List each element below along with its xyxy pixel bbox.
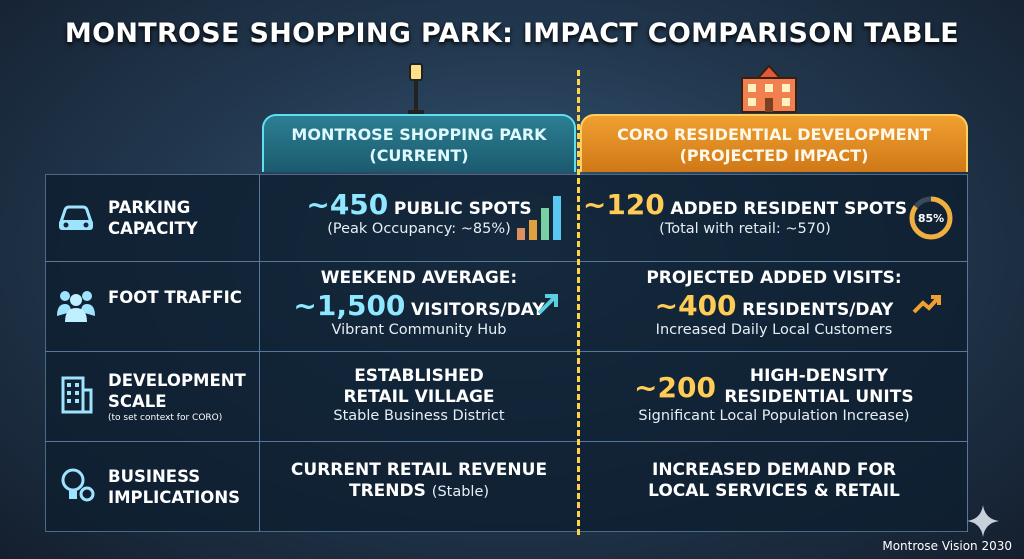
row-label-group: DEVELOPMENT SCALE (to set context for CO…: [108, 370, 258, 425]
cell-note: (Stable): [431, 484, 490, 500]
car-icon: [58, 205, 94, 230]
cell-heading: INCREASED DEMAND FOR LOCAL SERVICES & RE…: [648, 460, 900, 501]
ring-arc: [909, 196, 953, 240]
people-icon: [57, 291, 95, 322]
cell-heading-group: CURRENT RETAIL REVENUE TRENDS (Stable): [284, 460, 554, 503]
trend-icon: [912, 295, 941, 314]
column-divider: [259, 174, 260, 532]
figure: ~120: [582, 188, 665, 221]
cell-heading: PROJECTED ADDED VISITS:: [646, 268, 902, 288]
page-title: MONTROSE SHOPPING PARK: IMPACT COMPARISO…: [64, 18, 960, 49]
row-label: PARKING CAPACITY: [108, 198, 198, 238]
cell: CURRENT RETAIL REVENUE TRENDS (Stable): [262, 460, 576, 503]
cell-note: Significant Local Population Increase): [638, 408, 910, 424]
cell-note: Increased Daily Local Customers: [655, 322, 893, 338]
office-icon: [61, 376, 93, 414]
column-header: MONTROSE SHOPPING PARK (CURRENT): [262, 114, 576, 172]
column-divider: [967, 174, 968, 532]
dashed-divider: [577, 70, 580, 535]
cell: PROJECTED ADDED VISITS: ~400 RESIDENTS/D…: [580, 268, 968, 338]
row-divider: [45, 261, 968, 262]
ring-chart: 85%: [909, 196, 953, 240]
table-body: [45, 174, 968, 532]
cell-text: HIGH-DENSITY RESIDENTIAL UNITS: [724, 366, 914, 407]
column-header: CORO RESIDENTIAL DEVELOPMENT (PROJECTED …: [580, 114, 968, 172]
figure: ~1,500: [293, 289, 406, 322]
row-label: BUSINESS IMPLICATIONS: [108, 467, 241, 507]
row-label: FOOT TRAFFIC: [108, 288, 242, 307]
column-title: MONTROSE SHOPPING PARK: [291, 125, 547, 144]
cell: ESTABLISHED RETAIL VILLAGE Stable Busine…: [262, 366, 576, 424]
cell-heading: CURRENT RETAIL REVENUE TRENDS: [290, 460, 548, 501]
row-label: DEVELOPMENT SCALE: [108, 371, 246, 411]
idea-icon: [61, 468, 95, 502]
cell: ~120 ADDED RESIDENT SPOTS (Total with re…: [580, 188, 910, 237]
cell-text: RESIDENTS/DAY: [742, 300, 894, 320]
row-sublabel: (to set context for CORO): [108, 413, 223, 423]
footer: Montrose Vision 2030: [882, 539, 1012, 553]
cell: ~200 HIGH-DENSITY RESIDENTIAL UNITS Sign…: [580, 366, 968, 424]
cell: INCREASED DEMAND FOR LOCAL SERVICES & RE…: [580, 460, 968, 502]
cell-text: VISITORS/DAY: [411, 300, 545, 320]
cell-note: Stable Business District: [333, 408, 505, 424]
ring-label: 85%: [918, 212, 944, 225]
figure: ~450: [306, 188, 389, 221]
figure: ~400: [654, 289, 737, 322]
cell-heading: ESTABLISHED RETAIL VILLAGE: [343, 366, 495, 407]
cell-text: PUBLIC SPOTS: [393, 199, 532, 219]
row-divider: [45, 441, 968, 442]
sparkle-icon: [967, 505, 999, 537]
cell-text: ADDED RESIDENT SPOTS: [670, 199, 908, 219]
column-subtitle: (CURRENT): [369, 146, 469, 165]
lamp-icon: [408, 63, 424, 115]
cell-note: (Peak Occupancy: ~85%): [327, 221, 511, 237]
column-title: CORO RESIDENTIAL DEVELOPMENT: [617, 125, 931, 144]
cell-heading: WEEKEND AVERAGE:: [320, 268, 518, 288]
cell-note: (Total with retail: ~570): [659, 221, 831, 237]
bar-icon: [517, 196, 561, 240]
column-subtitle: (PROJECTED IMPACT): [679, 146, 869, 165]
row-divider: [45, 351, 968, 352]
cell-note: Vibrant Community Hub: [331, 322, 507, 338]
arrow-icon: [537, 294, 558, 315]
cell: ~450 PUBLIC SPOTS (Peak Occupancy: ~85%): [262, 188, 576, 237]
figure: ~200: [634, 370, 716, 404]
cell: WEEKEND AVERAGE: ~1,500 VISITORS/DAY Vib…: [262, 268, 576, 338]
building-icon: [741, 64, 797, 113]
